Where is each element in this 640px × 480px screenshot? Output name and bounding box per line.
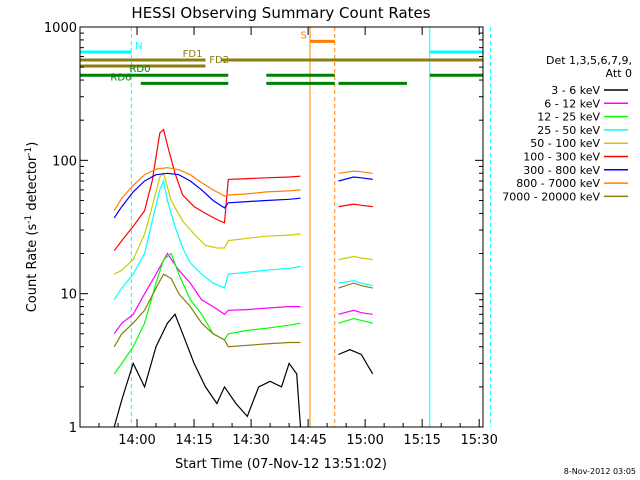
y-tick-label: 100 <box>52 154 77 169</box>
y-tick-label: 1 <box>69 421 77 436</box>
x-tick-label: 14:00 <box>118 433 155 448</box>
legend-entry-label: 50 - 100 keV <box>530 137 600 150</box>
legend-header-attenuator: Att 0 <box>606 67 632 80</box>
legend-entry-label: 300 - 800 keV <box>523 164 600 177</box>
legend-entry-label: 12 - 25 keV <box>537 111 600 124</box>
flag-label-rd6: RD6 <box>110 72 131 83</box>
flag-label-n: N <box>135 41 142 52</box>
flag-label-fd1: FD1 <box>183 49 203 60</box>
plot-timestamp: 8-Nov-2012 03:05 <box>564 467 636 476</box>
series-line-0 <box>113 313 374 428</box>
x-tick-label: 15:30 <box>460 433 497 448</box>
series-line-2 <box>113 252 373 375</box>
chart-title: HESSI Observing Summary Count Rates <box>131 4 430 22</box>
legend-entry-label: 7000 - 20000 keV <box>502 190 600 203</box>
legend-entry-label: 800 - 7000 keV <box>516 177 600 190</box>
series-line-8 <box>113 273 373 348</box>
y-tick-label: 1000 <box>44 21 77 36</box>
x-tick-label: 14:15 <box>175 433 212 448</box>
x-tick-label: 14:30 <box>232 433 269 448</box>
legend-entry-label: 3 - 6 keV <box>551 84 600 97</box>
y-axis-label: Count Rate (s-1 detector-1) <box>24 142 40 313</box>
y-axis: 1 10 100 1000 <box>44 21 483 436</box>
legend-entry-label: 25 - 50 keV <box>537 124 600 137</box>
series-line-4 <box>113 172 373 275</box>
series-line-1 <box>113 252 373 335</box>
legend-entry-label: 6 - 12 keV <box>544 97 600 110</box>
x-axis: 14:00 14:15 14:30 14:45 15:00 15:15 15:30 <box>98 27 498 448</box>
x-tick-label: 15:00 <box>346 433 383 448</box>
y-tick-label: 10 <box>60 288 77 303</box>
legend-header-detectors: Det 1,3,5,6,7,9, <box>546 54 632 67</box>
flag-label-rd0: RD0 <box>129 64 150 75</box>
series-line-7 <box>113 167 373 211</box>
flag-label-fd2: FD2 <box>209 55 229 66</box>
series-line-3 <box>113 178 373 301</box>
flag-label-s: S <box>301 30 307 41</box>
x-tick-label: 15:15 <box>403 433 440 448</box>
plot-frame <box>79 26 484 428</box>
legend-entry-label: 100 - 300 keV <box>523 151 600 164</box>
x-axis-label: Start Time (07-Nov-12 13:51:02) <box>175 457 387 472</box>
series-line-5 <box>113 128 373 252</box>
series-line-6 <box>113 172 373 219</box>
x-tick-label: 14:45 <box>289 433 326 448</box>
